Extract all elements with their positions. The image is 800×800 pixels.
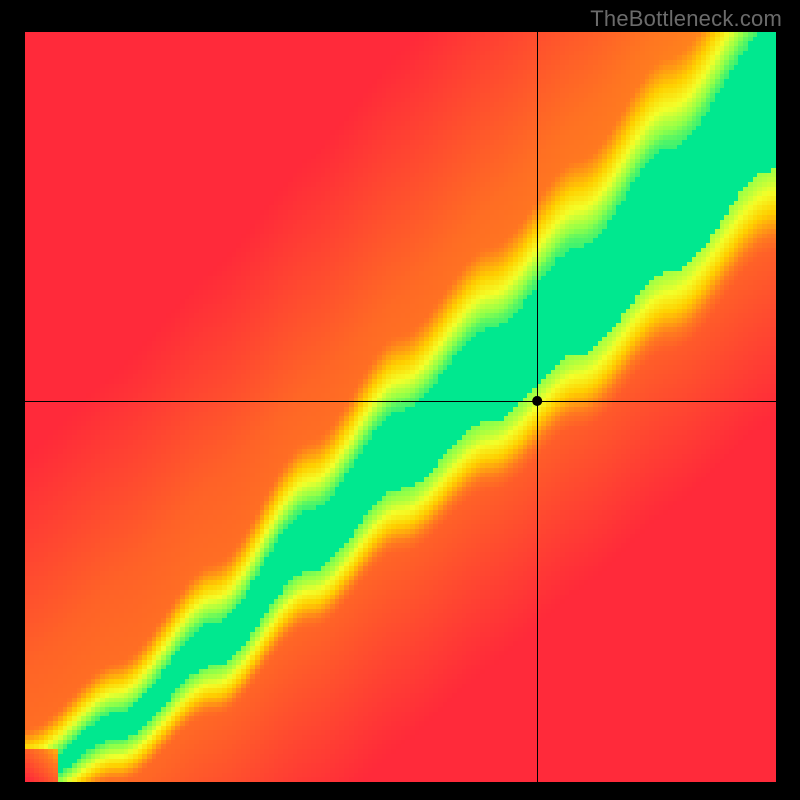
chart-container: TheBottleneck.com bbox=[0, 0, 800, 800]
crosshair-overlay bbox=[0, 0, 800, 800]
watermark-text: TheBottleneck.com bbox=[590, 6, 782, 32]
